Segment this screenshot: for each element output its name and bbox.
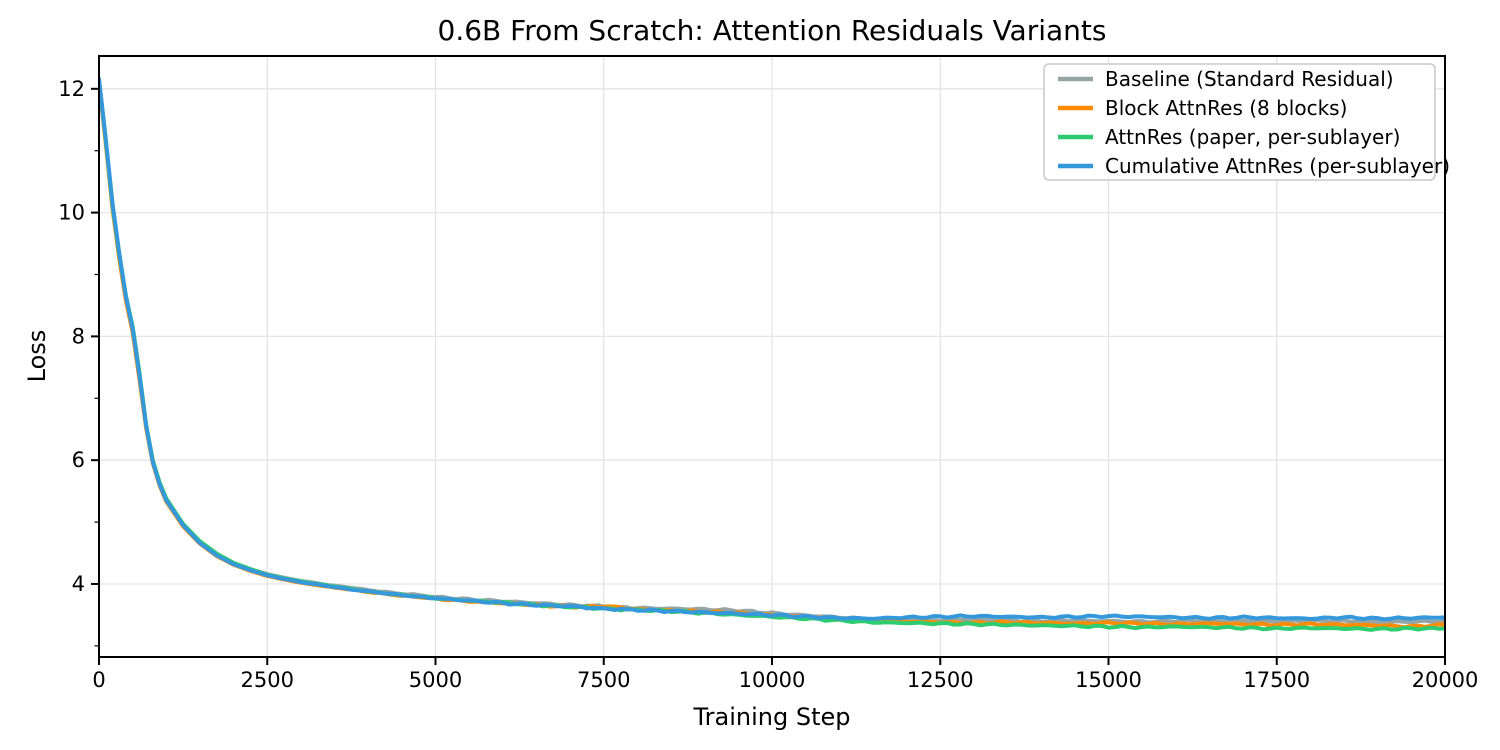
legend: Baseline (Standard Residual) Block AttnRe… — [1043, 63, 1450, 181]
legend-label: Block AttnRes (8 blocks) — [1105, 96, 1347, 120]
legend-item: AttnRes (paper, per-sublayer) — [1058, 125, 1400, 149]
x-tick-label: 2500 — [241, 668, 294, 692]
x-tick-label: 20000 — [1412, 668, 1479, 692]
y-tick-label: 6 — [72, 448, 85, 472]
x-tick-label: 15000 — [1075, 668, 1142, 692]
axis-ticks-and-labels: 0 2500 5000 7500 10000 12500 15000 17500 20000 4 6… — [58, 77, 1478, 692]
legend-label: Cumulative AttnRes (per-sublayer) — [1105, 154, 1450, 178]
x-tick-label: 5000 — [409, 668, 462, 692]
loss-curves — [99, 76, 1445, 632]
legend-item: Cumulative AttnRes (per-sublayer) — [1058, 154, 1450, 178]
legend-item: Baseline (Standard Residual) — [1058, 67, 1394, 91]
x-axis-label: Training Step — [693, 703, 851, 731]
legend-item: Block AttnRes (8 blocks) — [1058, 96, 1347, 120]
legend-box — [1043, 63, 1436, 181]
chart-title: 0.6B From Scratch: Attention Residuals V… — [438, 14, 1107, 47]
y-tick-label: 4 — [72, 572, 85, 596]
y-tick-label: 10 — [58, 201, 85, 225]
x-tick-label: 7500 — [577, 668, 630, 692]
y-tick-label: 12 — [58, 77, 85, 101]
x-tick-label: 12500 — [907, 668, 974, 692]
x-tick-label: 17500 — [1243, 668, 1310, 692]
x-tick-label: 0 — [92, 668, 105, 692]
y-axis-label: Loss — [23, 330, 51, 383]
legend-label: AttnRes (paper, per-sublayer) — [1105, 125, 1400, 149]
series-line-4 — [99, 76, 1445, 622]
legend-label: Baseline (Standard Residual) — [1105, 67, 1394, 91]
x-tick-label: 10000 — [739, 668, 806, 692]
y-tick-label: 8 — [72, 324, 85, 348]
